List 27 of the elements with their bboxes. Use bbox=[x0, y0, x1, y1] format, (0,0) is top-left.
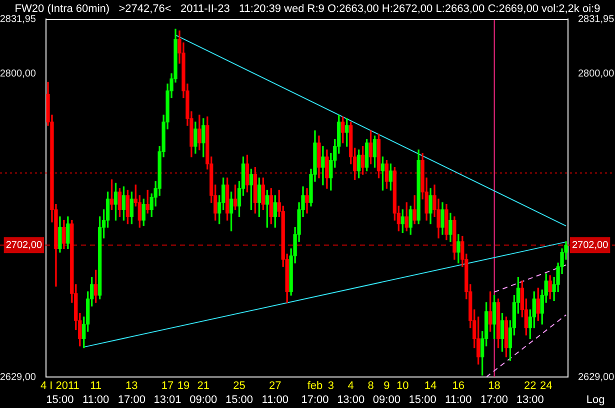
ref-line-label: 2702,00 bbox=[6, 240, 42, 251]
x-tick-label: 21 09:00 bbox=[190, 380, 218, 406]
x-tick-label: 19 bbox=[177, 380, 190, 392]
chart-title: FW20 (Intra 60min) >2742,76< 2011-II-23 11:20:39 wed R:9 O:2663,00 H:2672,00 L:2663,00 C:2669,00 vol:2,2k oi:9 bbox=[14, 3, 600, 16]
x-tick-label: 10 bbox=[396, 380, 409, 392]
text: Log bbox=[586, 394, 605, 406]
text: 2702,00 bbox=[572, 240, 608, 251]
x-tick-label: 4 13:00 bbox=[337, 380, 365, 406]
x-tick-label: 27 11:00 bbox=[262, 380, 288, 406]
y-tick-label: 2800,00 bbox=[0, 68, 36, 80]
x-tick-label: 3 bbox=[328, 380, 334, 392]
x-tick-label: 24 bbox=[540, 380, 552, 392]
x-tick-label: 11 11:00 bbox=[82, 380, 110, 406]
y2-tick-label: 2629,00 bbox=[578, 372, 615, 383]
x-tick-label: 13 17:00 bbox=[118, 380, 146, 406]
y-tick-label: 2831,95 bbox=[0, 14, 36, 25]
x-tick-label: 18 17:00 bbox=[480, 380, 508, 406]
x-tick-label: 25 15:00 bbox=[225, 380, 254, 406]
x-tick-label: 16 11:00 bbox=[445, 380, 472, 406]
y2-tick-label: 2831,95 bbox=[578, 14, 615, 25]
x-tick-label: 15:00 bbox=[408, 394, 436, 406]
x-tick-label: 14 bbox=[424, 380, 437, 392]
y-tick-label: 2629,00 bbox=[0, 372, 36, 383]
x-tick-label: 4 I 2011 15:00 bbox=[40, 380, 80, 406]
y2-tick-label: 2800,00 bbox=[578, 68, 615, 80]
x-tick-label: feb 17:00 bbox=[301, 380, 329, 406]
x-tick-label: 8 bbox=[368, 380, 374, 392]
